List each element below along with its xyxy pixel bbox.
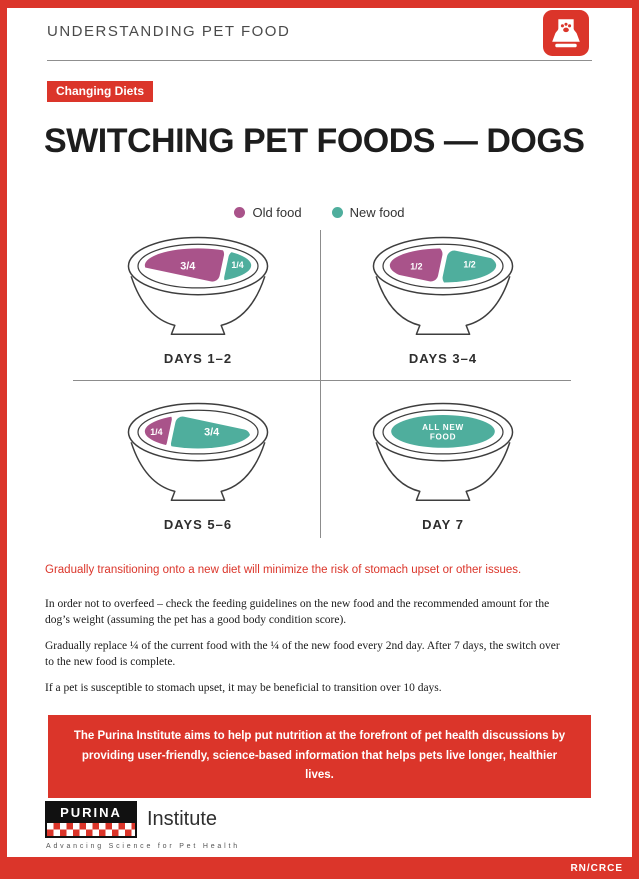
day-label: DAYS 5–6 [163,516,233,532]
feeder-base [555,43,577,48]
new-food-portion [170,416,251,449]
bowl-cell-days-1-2: 3/4 1/4 DAYS 1–2 [83,232,313,366]
mission-callout: The Purina Institute aims to help put nu… [48,715,591,798]
old-food-dot [234,207,246,218]
page-title: SWITCHING PET FOODS — DOGS [44,122,585,160]
legend-item-old-food: Old food [234,205,302,220]
fraction-label: 1/2 [463,259,475,269]
new-food-portion [442,250,497,283]
legend-item-new-food: New food [331,205,405,220]
legend-label-new: New food [349,205,405,220]
new-food-portion [391,415,495,448]
bowl-cell-day-7: ALL NEW FOOD DAY 7 [328,398,558,532]
page: UNDERSTANDING PET FOOD Changing Diets SW… [7,8,632,857]
body-paragraph: Gradually replace ¼ of the current food … [45,640,560,669]
footer: PURINA Institute Advancing Science for P… [45,801,240,850]
new-food-dot [331,207,343,218]
purina-logo: PURINA [45,801,137,838]
institute-label: Institute [147,808,218,830]
purina-institute-logo: PURINA Institute [45,801,240,838]
fraction-label: 1/4 [231,260,243,270]
body-paragraph: In order not to overfeed – check the fee… [45,598,550,627]
body-paragraph: If a pet is susceptible to stomach upset… [45,682,442,695]
day-label: DAYS 3–4 [408,350,478,366]
legend-label-old: Old food [252,205,302,220]
bowl-cell-days-5-6: 1/4 3/4 DAYS 5–6 [83,398,313,532]
transition-note: Gradually transitioning onto a new diet … [45,564,522,576]
fraction-label: 3/4 [180,261,195,273]
all-new-food-label: FOOD [430,433,456,442]
quadrant-divider-vertical [320,230,321,538]
legend: Old food New food [7,205,632,220]
quadrant-divider-horizontal [73,380,571,381]
fraction-label: 1/2 [410,262,422,272]
header-divider [47,60,592,61]
pet-feeder-icon [543,10,589,56]
fraction-label: 1/4 [150,427,162,437]
bowl-cell-days-3-4: 1/2 1/2 DAYS 3–4 [328,232,558,366]
old-food-portion [144,248,225,282]
all-new-food-label: ALL NEW [422,423,464,432]
doc-code: RN/CRCE [570,863,623,874]
body-text: In order not to overfeed – check the fee… [45,596,565,706]
day-label: DAYS 1–2 [163,350,233,366]
transition-diagram: 3/4 1/4 DAYS 1–2 1/2 1/2 [45,230,595,542]
checkerboard-pattern [47,823,135,836]
bowl-illustration: 1/2 1/2 [372,236,514,336]
bowl-illustration: 3/4 1/4 [127,236,269,336]
header-title: UNDERSTANDING PET FOOD [47,23,291,40]
fraction-label: 3/4 [204,427,219,439]
purina-wordmark: PURINA [47,803,135,823]
paw-print-icon [560,22,572,33]
day-label: DAY 7 [422,516,464,532]
bowl-illustration: 1/4 3/4 [127,402,269,502]
bowl-illustration: ALL NEW FOOD [372,402,514,502]
footer-tagline: Advancing Science for Pet Health [46,843,240,850]
changing-diets-badge: Changing Diets [47,81,154,102]
